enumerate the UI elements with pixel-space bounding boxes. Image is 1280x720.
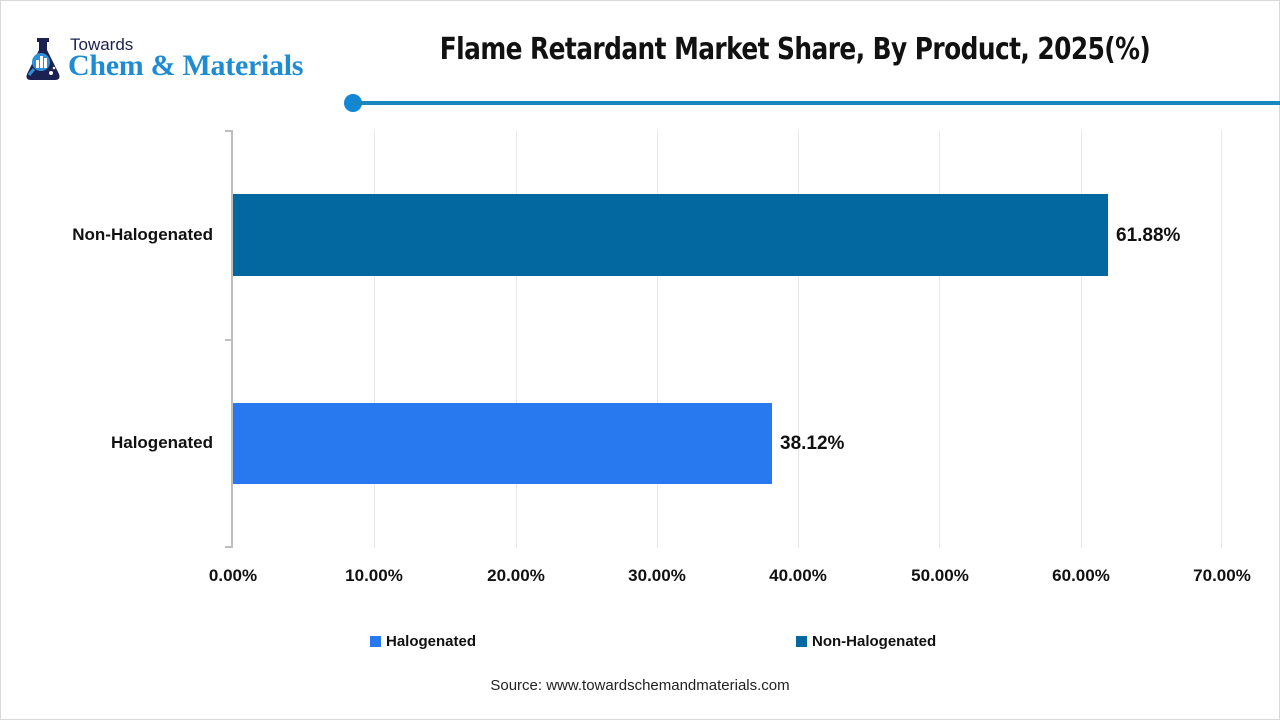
flask-chart-icon [26,38,60,80]
gridline [939,130,940,548]
legend-item-non-halogenated[interactable]: Non-Halogenated [796,633,936,650]
gridline [1221,130,1222,548]
category-label-non-halogenated: Non-Halogenated [72,225,213,244]
x-tick-label: 20.00% [487,566,545,585]
legend-swatch-halogenated [370,636,381,647]
category-label-halogenated: Halogenated [110,433,213,452]
legend-label: Halogenated [386,633,477,650]
logo-text-brand: Chem & Materials [68,49,304,82]
data-label-non-halogenated: 61.88% [1116,225,1181,246]
gridline [516,130,517,548]
bar-non-halogenated[interactable] [233,194,1108,276]
plot-area [233,130,1222,548]
x-tick-label: 0.00% [208,566,258,585]
y-axis-tick [225,339,233,341]
x-tick-label: 50.00% [911,566,969,585]
logo: Towards Chem & Materials [22,34,342,84]
legend-item-halogenated[interactable]: Halogenated [370,633,476,650]
y-axis-tick [225,130,233,132]
x-tick-label: 60.00% [1052,566,1110,585]
data-label-halogenated: 38.12% [780,433,845,454]
gridline [798,130,799,548]
x-tick-label: 10.00% [345,566,403,585]
legend-label: Non-Halogenated [812,633,937,650]
title-accent-line [354,101,1280,105]
legend-swatch-non-halogenated [796,636,807,647]
x-tick-label: 30.00% [628,566,686,585]
x-tick-label: 40.00% [769,566,827,585]
x-tick-label: 70.00% [1193,566,1251,585]
bar-halogenated[interactable] [233,403,772,484]
chart-title: Flame Retardant Market Share, By Product… [439,32,1151,67]
gridline [1081,130,1082,548]
y-axis-tick [225,546,233,548]
title-accent-dot [344,94,362,112]
gridline [374,130,375,548]
source-note: Source: www.towardschemandmaterials.com [490,677,790,694]
gridline [657,130,658,548]
logo-text-towards: Towards [70,35,134,54]
